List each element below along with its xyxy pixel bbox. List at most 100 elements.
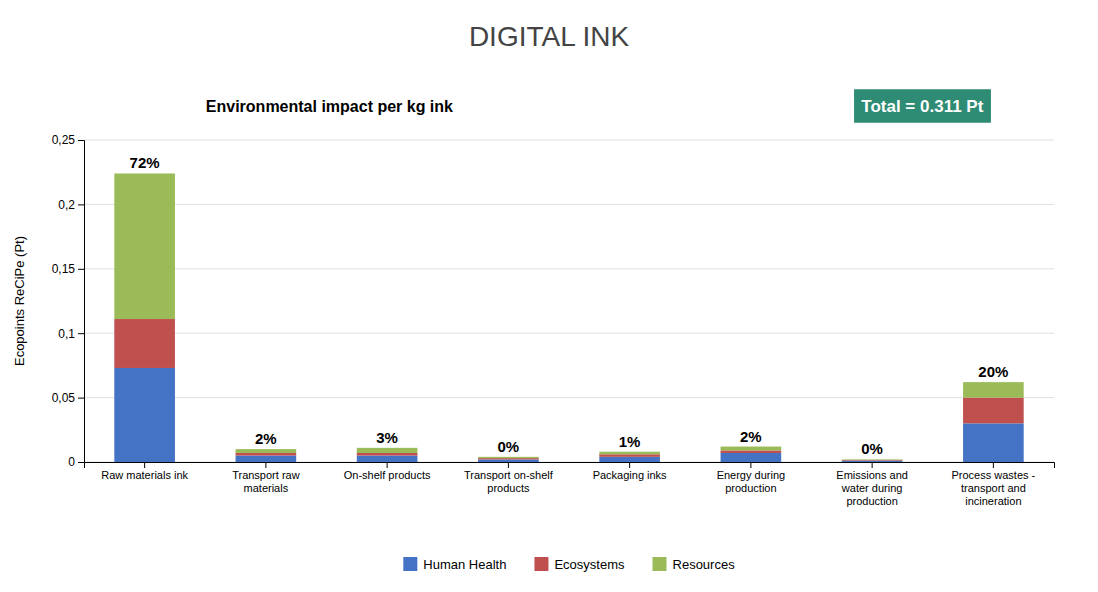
y-tick-mark (78, 204, 84, 205)
y-tick-label: 0 (68, 455, 75, 469)
y-axis: 0 0,05 0,1 0,15 0,2 0,25 (52, 133, 85, 469)
bar-segment (721, 453, 782, 462)
legend-label: Human Health (423, 557, 506, 572)
x-tick: Emissions andwater duringproduction (836, 462, 908, 507)
bar-segment (478, 458, 539, 459)
x-tick-label-line: Emissions and (836, 469, 908, 481)
y-tick-label: 0,15 (52, 262, 76, 276)
legend-label: Ecosystems (554, 557, 625, 572)
x-tick-label-line: Energy during (717, 469, 786, 481)
grid-line (84, 333, 1054, 334)
x-tick-label: Raw materials ink (101, 469, 188, 481)
bar-label: 3% (376, 429, 398, 446)
y-tick-mark (78, 462, 84, 463)
bar-segment (114, 173, 175, 319)
bar-segment (963, 382, 1024, 397)
legend-item: Human Health (403, 557, 506, 572)
y-tick-mark (78, 269, 84, 270)
bar-label: 20% (978, 363, 1008, 380)
bar-segment (842, 460, 903, 462)
bar-segment (236, 449, 297, 453)
legend-item: Resources (653, 557, 736, 572)
annotation-box: Total = 0.311 Pt (853, 89, 991, 124)
x-tick: Energy duringproduction (717, 462, 786, 494)
bar-label: 2% (255, 430, 277, 447)
bar-series (114, 319, 1023, 461)
y-tick: 0 (68, 455, 84, 469)
title: DIGITAL INK (469, 21, 630, 52)
x-tick-mark (265, 462, 266, 468)
bar-segment (599, 454, 660, 457)
bar-label: 0% (861, 440, 883, 457)
bar-labels: 72%2%3%0%1%2%0%20% (130, 154, 1009, 457)
x-tick: Transport on-shelfproducts (464, 462, 554, 494)
x-tick-label: On-shelf products (344, 469, 431, 481)
bar-segment (599, 452, 660, 455)
x-tick-mark (750, 462, 751, 468)
bar-segment (842, 459, 903, 461)
x-tick-label: Process wastes -transport andincineratio… (952, 469, 1036, 507)
x-tick-label: Energy duringproduction (717, 469, 786, 494)
annotation-background (853, 89, 991, 124)
x-tick-label-line: Process wastes - (952, 469, 1036, 481)
y-tick-mark (78, 333, 84, 334)
x-tick: Raw materials ink (101, 462, 188, 481)
bar-segment (599, 457, 660, 462)
x-tick-mark (872, 462, 873, 468)
bar-segment (114, 368, 175, 462)
x-tick-mark (387, 462, 388, 468)
y-tick: 0,25 (52, 133, 84, 147)
y-tick: 0,05 (52, 391, 84, 405)
subtitle: Environmental impact per kg ink (206, 98, 453, 115)
bar-segment (963, 423, 1024, 462)
x-tick-label-line: Packaging inks (593, 469, 667, 481)
y-tick: 0,1 (58, 327, 84, 341)
x-tick: Process wastes -transport andincineratio… (952, 462, 1036, 507)
grid (84, 140, 1054, 462)
grid-line (84, 397, 1054, 398)
legend-item: Ecosystems (534, 557, 625, 572)
legend: Human Health Ecosystems Resources (403, 557, 735, 572)
x-tick-mark (508, 462, 509, 468)
x-tick-label-line: Raw materials ink (101, 469, 188, 481)
y-tick-mark (78, 140, 84, 141)
bar-label: 0% (498, 438, 520, 455)
x-tick-label: Transport on-shelfproducts (464, 469, 554, 494)
x-tick-label-line: transport and (961, 482, 1026, 494)
x-tick-label-line: On-shelf products (344, 469, 431, 481)
bar-label: 2% (740, 428, 762, 445)
legend-swatch (653, 557, 667, 571)
bar-segment (963, 398, 1024, 424)
bar-segment (357, 453, 418, 456)
y-axis-line (78, 141, 85, 463)
bar-segment (114, 319, 175, 368)
y-tick-label: 0,05 (52, 391, 76, 405)
bar-series (114, 173, 1023, 460)
bar-series (114, 368, 1023, 462)
bar-segment (721, 447, 782, 451)
bar-segment (478, 459, 539, 462)
x-tick: Transport rawmaterials (232, 462, 300, 494)
x-axis-line (85, 463, 1055, 469)
x-axis: Raw materials ink Transport rawmaterials O… (85, 462, 1055, 507)
y-tick: 0,15 (52, 262, 84, 276)
bar-segment (357, 448, 418, 453)
grid-line (84, 140, 1054, 141)
legend-swatch (403, 557, 417, 571)
bar-segment (236, 453, 297, 456)
bar-segment (842, 461, 903, 462)
x-tick-mark (993, 462, 994, 468)
y-tick-label: 0,2 (58, 198, 75, 212)
bar-segment (478, 457, 539, 458)
x-tick-label: Transport rawmaterials (232, 469, 300, 494)
x-tick-label-line: water during (841, 482, 903, 494)
bar-label: 1% (619, 433, 641, 450)
annotation: Total = 0.311 Pt (861, 97, 983, 116)
grid-line (84, 268, 1054, 269)
legend-swatch (534, 557, 548, 571)
x-tick-mark (629, 462, 630, 468)
x-tick-label-line: materials (244, 482, 289, 494)
y-axis-title: Ecopoints ReCiPe (Pt) (12, 236, 27, 366)
bars (114, 173, 1023, 462)
x-tick-label-line: incineration (965, 495, 1021, 507)
